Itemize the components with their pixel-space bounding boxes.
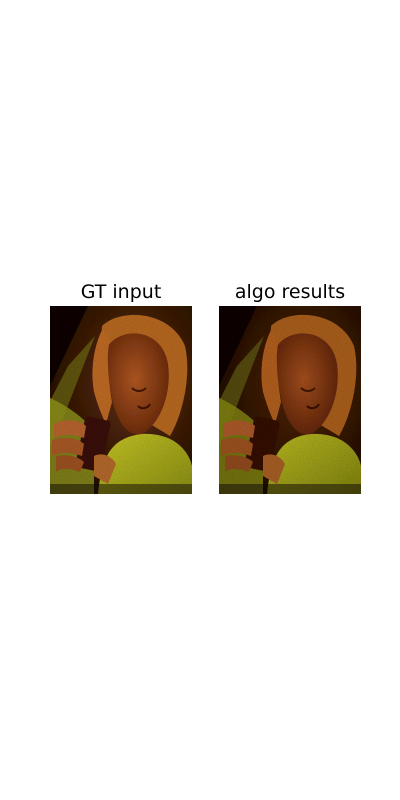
algo-results-image (219, 306, 361, 494)
panel-title-algo-results: algo results (234, 281, 346, 303)
photo-icon (50, 306, 192, 494)
photo-icon (219, 306, 361, 494)
gt-input-image (50, 306, 192, 494)
panel-title-gt-input: GT input (80, 281, 162, 303)
